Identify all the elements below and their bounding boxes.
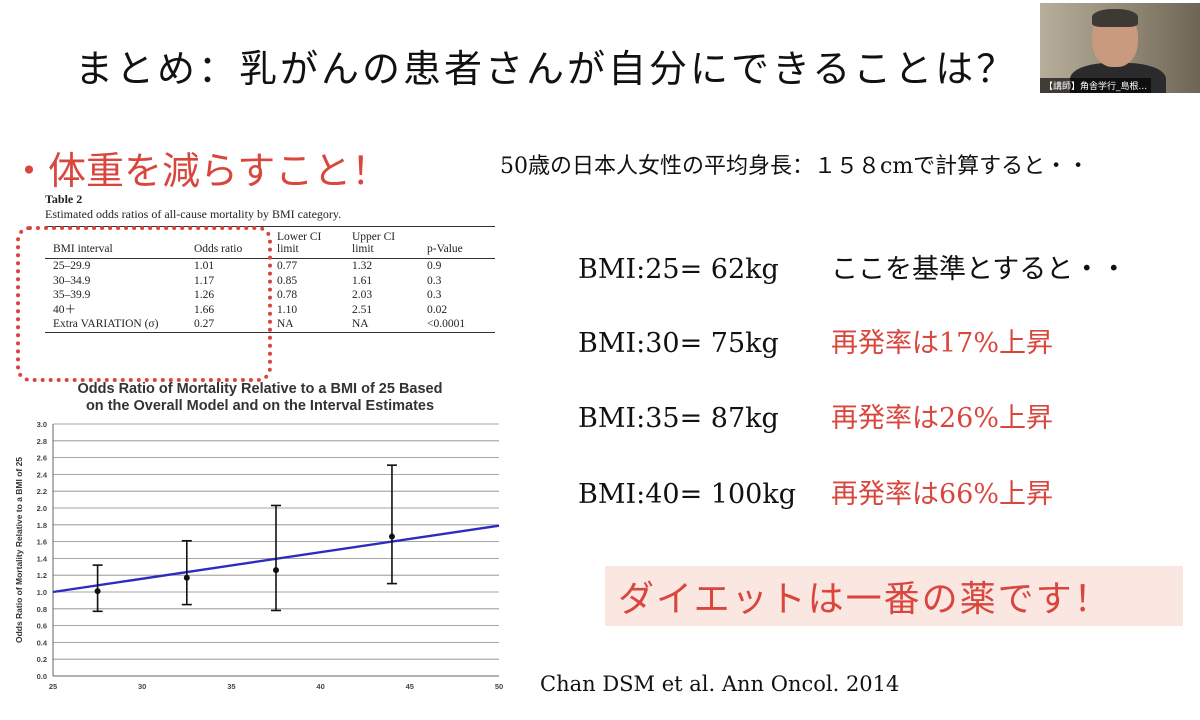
table-cell: 0.02 [427,303,448,316]
bmi-value: BMI:40= 100kg [578,479,796,510]
table-cell: 35–39.9 [53,289,91,301]
y-tick-label: 3.0 [37,420,47,429]
table-cell: 0.85 [277,274,298,287]
table-title: Table 2 [45,192,83,206]
x-tick-label: 25 [49,682,57,691]
bmi-row: BMI:40= 100kg 再発率は66%上昇 [578,472,1053,511]
x-tick-label: 30 [138,682,146,691]
table-cell: 1.66 [194,303,215,316]
table-cell: 1.10 [277,303,298,316]
col-header-odds: Odds ratio [186,226,269,259]
chart-title-line: Odds Ratio of Mortality Relative to a BM… [78,381,443,397]
speaker-hair [1092,9,1138,27]
data-point [94,588,101,595]
slide-title: まとめ：乳がんの患者さんが自分にできることは？ [75,47,1018,91]
y-tick-label: 1.8 [37,521,47,530]
table-cell: 40＋ [53,303,76,316]
table-cell: 30–34.9 [53,274,91,287]
table-cell: 0.78 [277,289,298,301]
bmi-value: BMI:25= 62kg [578,254,779,285]
table-row: Extra VARIATION (σ) 0.27 NA NA <0.0001 [45,317,495,332]
table-body: 25–29.9 1.01 0.77 1.32 0.9 30–34.9 1.17 0.85 1.6… [45,259,495,333]
bmi-row: BMI:25= 62kg ここを基準とすると・・ [578,247,1127,286]
table-cell: 2.51 [352,303,373,316]
x-tick-label: 40 [316,682,324,691]
y-tick-label: 1.6 [37,538,47,547]
speaker-name-label: 【講師】角舎学行_島根... [1040,78,1152,93]
table-cell: 0.3 [427,289,442,301]
table-row: 40＋ 1.66 1.10 2.51 0.02 [45,303,495,318]
table-cell: 0.27 [194,318,215,330]
table-row: 25–29.9 1.01 0.77 1.32 0.9 [45,259,495,274]
table-cell: 1.01 [194,260,215,272]
y-tick-label: 2.0 [37,504,47,513]
odds-ratio-table: Table 2 Estimated odds ratios of all-cau… [45,192,505,333]
y-tick-label: 2.4 [37,470,48,479]
bmi-row: BMI:30= 75kg 再発率は17%上昇 [578,321,1053,360]
bullet-lose-weight: ・体重を減らすこと！ [10,149,390,193]
y-tick-label: 1.2 [37,571,47,580]
y-tick-label: 2.6 [37,454,47,463]
diet-message: ダイエットは一番の薬です！ [618,579,1112,620]
col-header-lower-ci: Lower CI limit [269,226,344,259]
table-cell: NA [277,318,294,330]
speaker-video-thumbnail[interactable]: 【講師】角舎学行_島根... [1040,3,1200,93]
table-header-row: BMI interval Odds ratio Lower CI limit U… [45,226,495,259]
col-header-upper-ci: Upper CI limit [344,226,419,259]
data-point [388,533,395,540]
bmi-value: BMI:30= 75kg [578,328,779,359]
y-tick-label: 0.2 [37,655,47,664]
table-row: 35–39.9 1.26 0.78 2.03 0.3 [45,288,495,303]
chart-title-line: on the Overall Model and on the Interval… [86,398,434,414]
y-tick-label: 0.8 [37,605,47,614]
baseline-note: ここを基準とすると・・ [831,254,1128,285]
col-header-pvalue: p-Value [419,226,495,259]
recurrence-increase-note: 再発率は26%上昇 [831,403,1054,434]
x-tick-label: 50 [495,682,503,691]
table-row: 30–34.9 1.17 0.85 1.61 0.3 [45,274,495,289]
y-tick-label: 0.0 [37,672,47,681]
y-tick-label: 0.6 [37,622,47,631]
table-cell: NA [352,318,369,330]
table-cell: 2.03 [352,289,373,301]
y-tick-label: 2.2 [37,487,47,496]
y-tick-label: 0.4 [37,638,48,647]
table-cell: 0.77 [277,260,298,272]
bmi-value: BMI:35= 87kg [578,403,779,434]
table-cell: 1.32 [352,260,373,272]
highlight-dotted-box [16,226,272,382]
data-point [273,567,279,574]
table-cell: Extra VARIATION (σ) [53,318,159,330]
y-tick-label: 2.8 [37,437,47,446]
odds-ratio-chart: Odds Ratio of Mortality Relative to a BM… [14,381,503,691]
y-tick-label: 1.4 [37,554,48,563]
table-cell: 0.3 [427,274,442,287]
y-axis-label: Odds Ratio of Mortality Relative to a BM… [14,457,24,643]
recurrence-increase-note: 再発率は17%上昇 [831,328,1054,359]
diet-message-box [605,566,1183,626]
table-cell: 1.26 [194,289,215,301]
table-grid: BMI interval Odds ratio Lower CI limit U… [45,226,495,333]
bmi-row: BMI:35= 87kg 再発率は26%上昇 [578,396,1053,435]
height-note: 50歳の日本人女性の平均身長：１５８cmで計算すると・・ [500,154,1090,179]
data-point [183,574,190,581]
table-cell: 0.9 [427,260,442,272]
x-tick-label: 45 [406,682,414,691]
x-tick-label: 35 [227,682,235,691]
table-cell: <0.0001 [427,318,466,330]
table-caption: Estimated odds ratios of all-cause morta… [45,207,342,221]
table-cell: 1.17 [194,274,215,287]
y-tick-label: 1.0 [37,588,47,597]
citation: Chan DSM et al. Ann Oncol. 2014 [540,672,900,696]
recurrence-increase-note: 再発率は66%上昇 [831,479,1054,510]
table-cell: 25–29.9 [53,260,91,272]
table-cell: 1.61 [352,274,373,287]
col-header-bmi: BMI interval [45,226,186,259]
